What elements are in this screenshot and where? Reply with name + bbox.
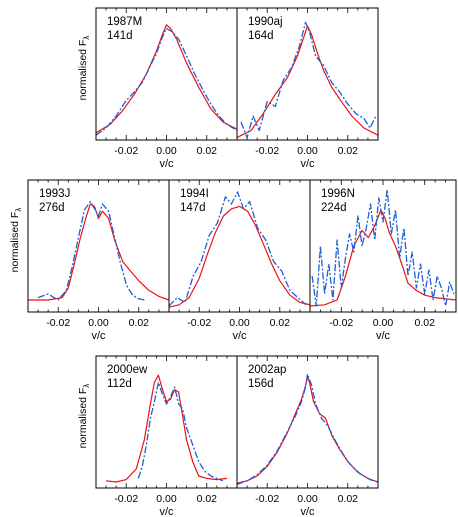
panel-name-label: 1993J — [39, 188, 70, 200]
y-axis-label: normalised Fλ — [9, 208, 23, 273]
series-line-dashdot-1990aj — [240, 21, 377, 139]
x-tick-label: -0.02 — [255, 493, 279, 505]
series-line-solid-1987M — [96, 24, 237, 134]
x-axis-label: v/c — [300, 158, 315, 170]
x-tick-label: 0.02 — [338, 145, 359, 157]
series-line-solid-1994I — [169, 205, 310, 308]
x-tick-label: 0.00 — [156, 145, 177, 157]
series-line-solid-1993J — [28, 203, 169, 301]
series-line-solid-1996N — [310, 209, 456, 307]
series-line-dashdot-1996N — [311, 188, 455, 307]
x-tick-label: 0.00 — [88, 317, 109, 329]
x-tick-label: -0.02 — [114, 493, 138, 505]
panel-1990aj: -0.02 0.00 0.02 v/c 1990aj 164d — [236, 7, 379, 170]
x-axis-label: v/c — [159, 158, 174, 170]
series-line-dashdot-1994I — [169, 191, 307, 307]
x-tick-label: 0.00 — [156, 493, 177, 505]
panel-epoch-label: 164d — [248, 30, 274, 42]
x-axis-label: v/c — [91, 330, 106, 342]
x-tick-label: 0.02 — [338, 493, 359, 505]
series-line-dashdot-1987M — [96, 27, 237, 136]
x-tick-label: -0.02 — [114, 145, 138, 157]
series-line-dashdot-1993J — [37, 200, 145, 301]
x-tick-label: 0.02 — [270, 317, 291, 329]
panel-2000ew: -0.02 0.00 0.02 v/c 2000ew 112d normalised Fλ — [77, 355, 238, 517]
panel-name-label: 1987M — [107, 16, 142, 28]
panel-epoch-label: 141d — [107, 30, 133, 42]
x-tick-label: -0.02 — [187, 317, 211, 329]
panel-epoch-label: 224d — [321, 202, 347, 214]
x-tick-label: -0.02 — [255, 145, 279, 157]
x-tick-label: 0.00 — [297, 493, 318, 505]
panel-epoch-label: 112d — [107, 378, 132, 390]
panel-name-label: 2002ap — [248, 364, 286, 376]
x-axis-label: v/c — [232, 330, 247, 342]
series-line-solid-1990aj — [237, 25, 378, 139]
x-tick-label: 0.00 — [297, 145, 318, 157]
series-line-solid-2002ap — [237, 375, 378, 484]
panel-1994I: -0.02 0.00 0.02 v/c 1994I 147d — [168, 179, 311, 342]
panel-name-label: 1994I — [180, 188, 209, 200]
panel-epoch-label: 147d — [180, 202, 206, 214]
x-tick-label: -0.02 — [46, 317, 70, 329]
panel-name-label: 1990aj — [248, 16, 283, 28]
x-tick-label: 0.00 — [229, 317, 250, 329]
panel-1996N: -0.02 0.00 0.02 v/c 1996N 224d — [309, 179, 457, 342]
x-axis-label: v/c — [159, 506, 174, 517]
series-line-dashdot-2002ap — [237, 373, 378, 486]
x-axis-label: v/c — [300, 506, 315, 517]
x-tick-label: 0.02 — [197, 145, 218, 157]
panel-2002ap: -0.02 0.00 0.02 v/c 2002ap 156d — [236, 355, 379, 517]
x-tick-label: 0.00 — [373, 317, 394, 329]
x-tick-label: 0.02 — [197, 493, 218, 505]
series-line-dashdot-2000ew — [137, 381, 224, 482]
y-axis-label: normalised Fλ — [77, 384, 91, 449]
panel-1987M: -0.02 0.00 0.02 v/c 1987M 141d normalised Fλ — [77, 7, 238, 170]
panel-name-label: 2000ew — [107, 364, 148, 376]
panel-epoch-label: 276d — [39, 202, 65, 214]
x-tick-label: 0.02 — [414, 317, 435, 329]
panel-1993J: -0.02 0.00 0.02 v/c 1993J 276d normalised Fλ — [9, 179, 170, 342]
panel-name-label: 1996N — [321, 188, 355, 200]
x-tick-label: 0.02 — [129, 317, 150, 329]
y-axis-label: normalised Fλ — [77, 36, 91, 101]
panel-epoch-label: 156d — [248, 378, 274, 390]
series-line-solid-2000ew — [106, 374, 227, 483]
x-tick-label: -0.02 — [329, 317, 353, 329]
x-axis-label: v/c — [376, 330, 391, 342]
